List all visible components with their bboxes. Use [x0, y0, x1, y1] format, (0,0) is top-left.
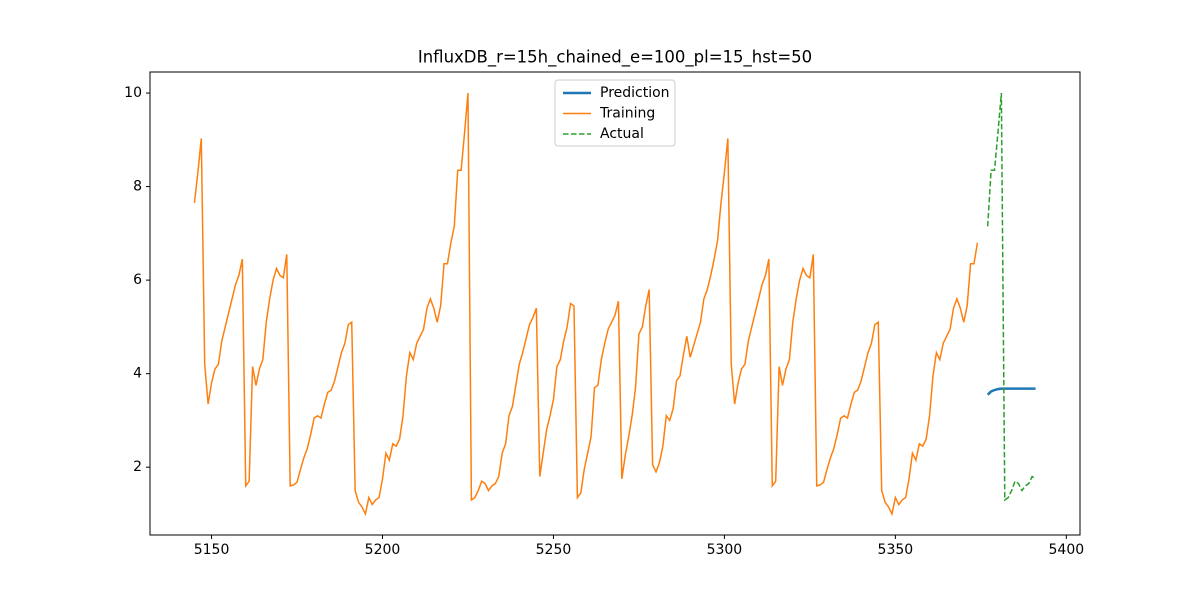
data-line [193, 92, 979, 517]
x-tick-label: 5150 [194, 542, 230, 558]
y-tick-label: 8 [133, 179, 142, 195]
legend-label: Actual [600, 126, 644, 142]
x-tick-label: 5250 [536, 542, 572, 558]
data-line [986, 387, 1036, 396]
legend-label: Training [599, 106, 655, 122]
plot-frame [149, 71, 1081, 536]
x-tick-label: 5300 [707, 542, 743, 558]
legend-box [554, 79, 676, 147]
chart-title: InfluxDB_r=15h_chained_e=100_pl=15_hst=5… [418, 48, 812, 68]
x-tick-label: 5200 [365, 542, 401, 558]
y-tick-label: 10 [124, 85, 142, 101]
x-tick-label: 5350 [878, 542, 914, 558]
y-tick-label: 2 [133, 459, 142, 475]
x-tick-label: 5400 [1049, 542, 1085, 558]
data-line [986, 92, 1036, 502]
legend-label: Prediction [600, 85, 670, 101]
y-tick-label: 6 [133, 272, 142, 288]
y-tick-label: 4 [133, 366, 142, 382]
